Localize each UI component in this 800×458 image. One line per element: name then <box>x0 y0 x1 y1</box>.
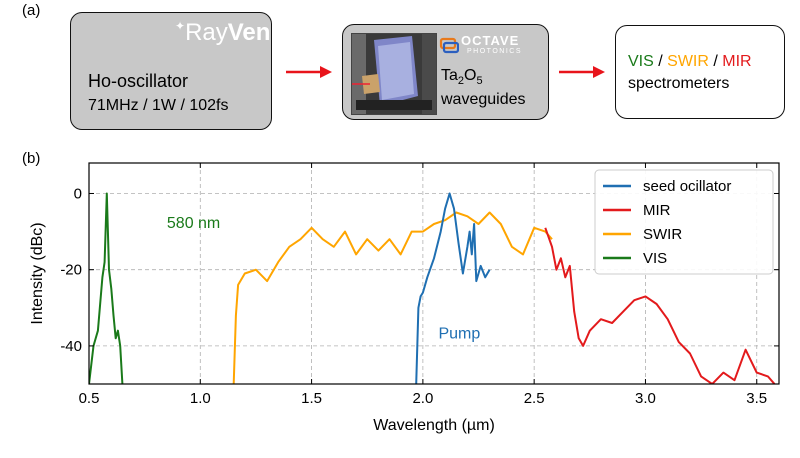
y-tick-label: -40 <box>60 338 82 355</box>
chart-labels: 0.5 1.0 1.5 2.0 2.5 3.0 3.5 0 -20 -40 Wavelength (… <box>29 185 767 434</box>
band-vis: VIS <box>628 53 654 70</box>
rayven-logo: ✦RayVen <box>175 19 270 47</box>
material-sub1: 2 <box>457 75 465 88</box>
band-swir: SWIR <box>667 53 709 70</box>
x-tick-label: 0.5 <box>79 390 100 407</box>
annotation-pump: Pump <box>438 325 480 342</box>
band-mir: MIR <box>722 53 752 70</box>
y-tick-label: -20 <box>60 262 82 279</box>
x-tick-label: 1.5 <box>301 390 322 407</box>
chart-legend: seed ocillator MIR SWIR VIS <box>594 169 774 275</box>
waveguide-box: OCTAVE PHOTONICS Ta2O5 waveguides <box>342 24 549 120</box>
logo-brand-prefix: Ray <box>185 19 228 46</box>
material-o: O <box>464 67 477 84</box>
spectrometer-bands: VIS / SWIR / MIR <box>628 53 752 71</box>
spectrometer-box: VIS / SWIR / MIR spectrometers <box>615 25 785 119</box>
legend-entry: seed ocillator <box>643 178 731 195</box>
panel-b-label: (b) <box>22 150 41 167</box>
waveguide-chip-photo <box>351 33 437 115</box>
oscillator-title: Ho-oscillator <box>88 71 189 91</box>
y-tick-label: 0 <box>74 185 82 202</box>
series-line-seed-ocillator <box>415 192 491 384</box>
series-line-swir <box>232 211 553 384</box>
material-sub2: 5 <box>476 75 483 88</box>
chart-curves <box>89 192 776 384</box>
octave-brand-line1: OCTAVE <box>461 33 520 48</box>
x-tick-label: 2.0 <box>412 390 433 407</box>
legend-entry: SWIR <box>643 226 682 243</box>
chart-ticks <box>88 163 779 384</box>
series-line-mir <box>544 227 776 384</box>
series-line-vis <box>89 192 124 384</box>
annotation-580-nm: 580 nm <box>167 215 220 232</box>
x-tick-label: 1.0 <box>190 390 211 407</box>
waveguide-material: Ta2O5 <box>441 67 483 87</box>
oscillator-box: ✦RayVen Ho-oscillator 71MHz / 1W / 102fs <box>70 12 272 130</box>
material-ta: Ta <box>441 67 458 84</box>
x-tick-label: 3.0 <box>635 390 656 407</box>
x-axis-label: Wavelength (µm) <box>373 417 495 434</box>
octave-brand-line2: PHOTONICS <box>467 48 522 55</box>
x-tick-label: 2.5 <box>524 390 545 407</box>
plot-frame <box>88 162 780 385</box>
legend-box <box>594 169 774 275</box>
legend-entry: MIR <box>643 202 671 219</box>
logo-brand-suffix: Ven <box>227 19 271 46</box>
logo-star-icon: ✦ <box>175 19 186 33</box>
chart-grid <box>89 163 779 384</box>
y-axis-label: Intensity (dBc) <box>29 222 46 324</box>
waveguide-label: waveguides <box>441 91 526 108</box>
arrow-1 <box>286 66 332 78</box>
octave-logo: OCTAVE PHOTONICS <box>439 33 545 59</box>
spectrometer-label: spectrometers <box>628 75 730 92</box>
x-tick-label: 3.5 <box>746 390 767 407</box>
arrow-2 <box>559 66 605 78</box>
oscillator-specs: 71MHz / 1W / 102fs <box>88 97 229 114</box>
band-sep-1: / <box>653 53 668 70</box>
legend-entry: VIS <box>643 250 667 267</box>
band-sep-2: / <box>708 53 723 70</box>
panel-a-label: (a) <box>22 2 41 19</box>
